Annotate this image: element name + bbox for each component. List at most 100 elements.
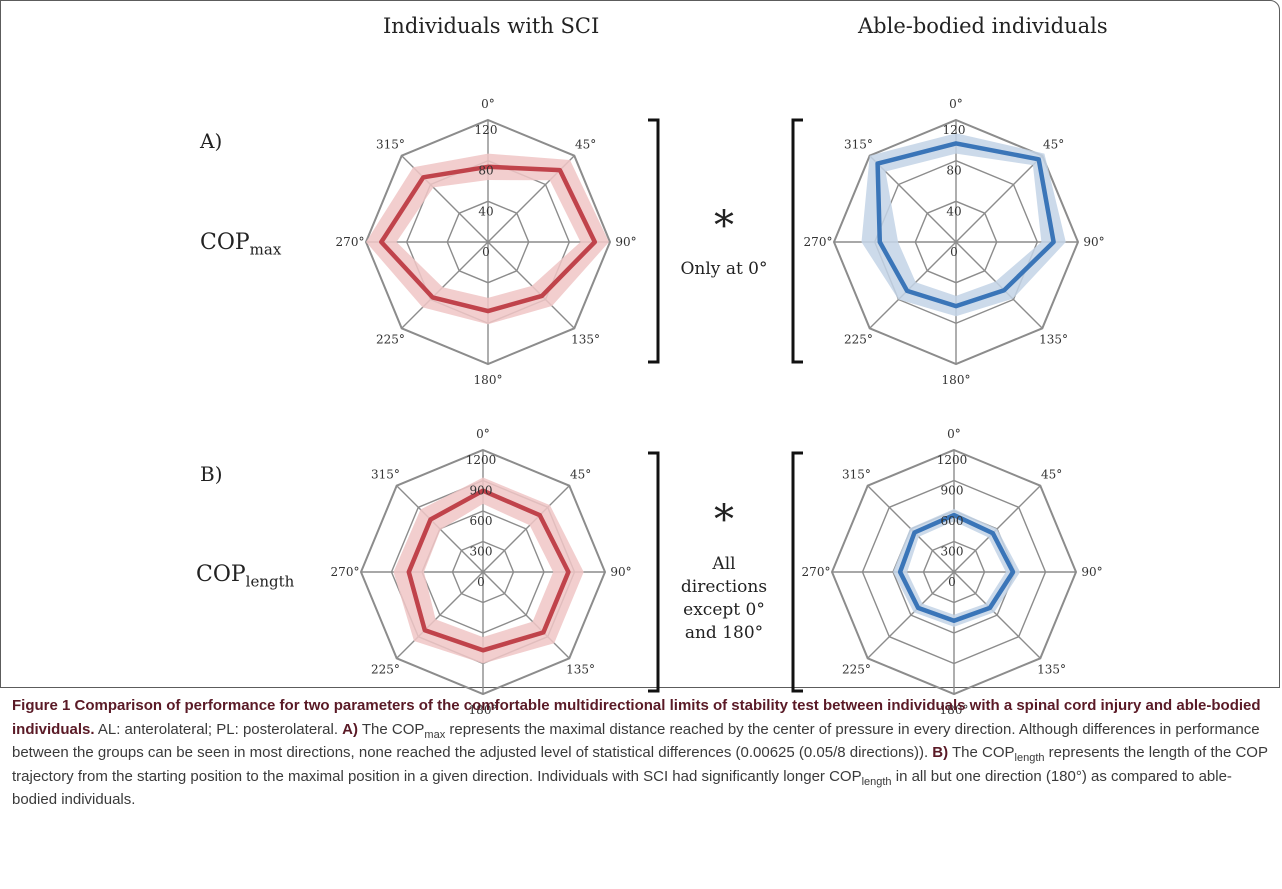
ring-label: 300 [470, 545, 493, 559]
figure-frame [0, 0, 1280, 688]
ring-label: 120 [943, 123, 966, 137]
ring-label: 900 [470, 484, 493, 498]
mean-line [875, 141, 1056, 309]
direction-label: 135° [566, 663, 595, 677]
row-label-b: B) [200, 462, 223, 486]
ring-label: 1200 [937, 453, 968, 467]
grid-spoke [867, 571, 955, 659]
mean-line [897, 512, 1016, 624]
direction-label: 90° [1081, 565, 1102, 579]
param-label-cop-length: COPlength [196, 562, 294, 590]
grid-spoke [396, 571, 484, 659]
bracket-right-a [648, 118, 660, 364]
radar-chart-b-able-bodied: 0 300 600 900 1200 0° 45° 90° 135° 180° 225° 270° 31… [802, 427, 1103, 717]
grid-spoke [482, 571, 570, 659]
direction-label: 225° [844, 333, 873, 347]
direction-label: 180° [942, 373, 971, 387]
grid-spoke [955, 155, 1043, 243]
sd-band [861, 133, 1066, 317]
ring-label: 0 [482, 245, 490, 259]
param-sub: max [249, 240, 282, 259]
direction-label: 0° [476, 427, 490, 441]
direction-label: 180° [940, 703, 969, 717]
ring-label: 0 [950, 245, 958, 259]
bracket-left-b [791, 451, 803, 693]
caption-label-b: B) [932, 744, 949, 761]
direction-label: 45° [575, 137, 596, 151]
caption-abbreviations: AL: anterolateral; PL: posterolateral. [94, 720, 343, 738]
direction-label: 270° [802, 565, 831, 579]
mean-line [406, 488, 571, 653]
significance-text-b: All directions except 0° and 180° [680, 554, 768, 643]
direction-label: 90° [1083, 235, 1104, 249]
direction-label: 45° [1041, 467, 1062, 481]
caption-b-sub: length [1014, 752, 1045, 764]
direction-label: 270° [331, 565, 360, 579]
caption-b-text-2: represents the length of the COP traject… [12, 744, 1268, 785]
column-title-able-bodied: Able-bodied individuals [858, 14, 1108, 38]
column-title-sci: Individuals with SCI [383, 14, 600, 38]
direction-label: 90° [610, 565, 631, 579]
ring-label: 40 [946, 204, 961, 218]
row-label-a: A) [200, 129, 223, 153]
bracket-left-a [791, 118, 803, 364]
direction-label: 45° [1043, 137, 1064, 151]
direction-label: 90° [615, 235, 636, 249]
direction-label: 315° [376, 137, 405, 151]
direction-label: 0° [481, 97, 495, 111]
significance-star-a: * [714, 203, 734, 249]
direction-label: 0° [947, 427, 961, 441]
ring-label: 600 [470, 514, 493, 528]
ring-label: 1200 [466, 453, 497, 467]
direction-label: 315° [844, 137, 873, 151]
ring-label: 600 [941, 514, 964, 528]
caption-label-a: A) [342, 720, 358, 738]
caption-a-text-2: represents the maximal distance reached … [12, 720, 1260, 762]
param-sub: length [245, 572, 295, 591]
grid-spoke [487, 241, 575, 329]
grid-spoke [953, 571, 1041, 659]
significance-star-b: * [714, 497, 734, 543]
radar-chart-a-sci: 0 40 80 120 0° 45° 90° 135° 180° 225° 270° 315° [336, 97, 637, 387]
grid-spoke [482, 485, 570, 573]
direction-label: 270° [336, 235, 365, 249]
caption-b-text-1: The COP [948, 744, 1015, 761]
mean-line [379, 164, 598, 314]
direction-label: 45° [570, 467, 591, 481]
caption-a-text-1: The COP [358, 720, 425, 738]
direction-label: 270° [804, 235, 833, 249]
direction-label: 180° [474, 373, 503, 387]
significance-text-a: Only at 0° [680, 259, 768, 279]
direction-label: 225° [371, 663, 400, 677]
ring-label: 80 [946, 164, 961, 178]
grid-spoke [953, 485, 1041, 573]
ring-label: 120 [475, 123, 498, 137]
ring-label: 0 [477, 575, 485, 589]
bracket-right-b [648, 451, 660, 693]
direction-label: 180° [469, 703, 498, 717]
direction-label: 0° [949, 97, 963, 111]
caption-b-sub-2: length [861, 775, 892, 788]
direction-label: 225° [376, 333, 405, 347]
caption-title: Figure 1 Comparison of performance for t… [12, 697, 1261, 738]
ring-label: 40 [478, 204, 493, 218]
ring-label: 0 [948, 575, 956, 589]
param-main: COP [200, 230, 250, 255]
grid-spoke [401, 241, 489, 329]
sd-band [393, 477, 584, 664]
radar-chart-b-sci: 0 300 600 900 1200 0° 45° 90° 135° 180° 225° 270° 31… [331, 427, 632, 717]
direction-label: 135° [1037, 663, 1066, 677]
direction-label: 135° [1039, 333, 1068, 347]
ring-label: 80 [478, 164, 493, 178]
sd-band [366, 153, 609, 325]
caption-a-sub: max [424, 728, 446, 741]
direction-label: 225° [842, 663, 871, 677]
ring-label: 300 [941, 545, 964, 559]
caption-b-text-3: in all but one direction (180°) as compa… [12, 767, 1232, 809]
ring-label: 900 [941, 484, 964, 498]
param-label-cop-max: COPmax [200, 230, 281, 258]
direction-label: 315° [842, 467, 871, 481]
radar-chart-a-able-bodied: 0 40 80 120 0° 45° 90° 135° 180° 225° 270° 315° [804, 97, 1105, 387]
param-main: COP [196, 562, 246, 587]
direction-label: 135° [571, 333, 600, 347]
